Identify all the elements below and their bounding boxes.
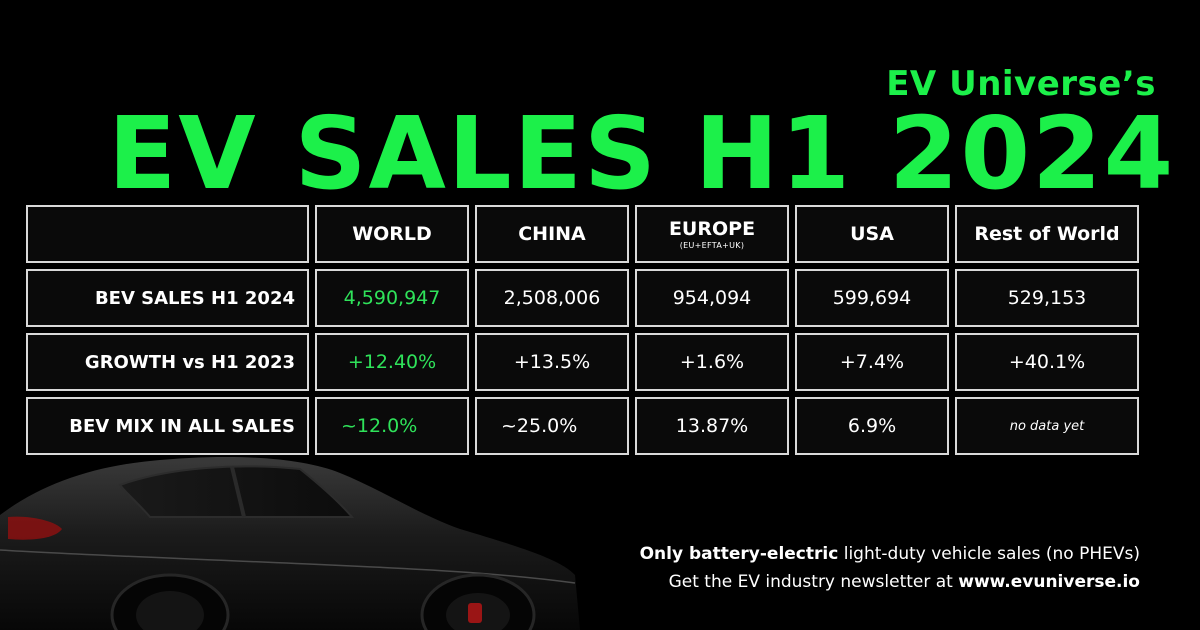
table-cell-usa-mix: 6.9% <box>795 397 949 455</box>
table-cell-world-sales: 4,590,947 <box>315 269 469 327</box>
table-cell-china-mix: ~25.0% <box>475 397 629 455</box>
footer-text: light-duty vehicle sales (no PHEVs) <box>838 544 1140 564</box>
table-cell-europe-mix: 13.87% <box>635 397 789 455</box>
table-cell-china-growth: +13.5% <box>475 333 629 391</box>
table-cell-row-sales: 529,153 <box>955 269 1139 327</box>
column-header-label: CHINA <box>518 223 586 245</box>
column-header-usa: USA <box>795 205 949 263</box>
row-label-growth: GROWTH vs H1 2023 <box>26 333 309 391</box>
row-label-bev-mix: BEV MIX IN ALL SALES <box>26 397 309 455</box>
footer-line-1: Only battery-electric light-duty vehicle… <box>640 540 1140 568</box>
column-header-rest-of-world: Rest of World <box>955 205 1139 263</box>
table-cell-row-mix: no data yet <box>955 397 1139 455</box>
car-image <box>0 457 580 630</box>
table-cell-world-growth: +12.40% <box>315 333 469 391</box>
table-cell-row-growth: +40.1% <box>955 333 1139 391</box>
column-header-label: USA <box>850 223 894 245</box>
table-cell-europe-sales: 954,094 <box>635 269 789 327</box>
main-title: EV SALES H1 2024 <box>108 95 1176 212</box>
footer-text: Get the EV industry newsletter at <box>668 572 959 592</box>
column-header-europe: EUROPE (EU+EFTA+UK) <box>635 205 789 263</box>
table-corner-cell <box>26 205 309 263</box>
footer-line-2: Get the EV industry newsletter at www.ev… <box>640 568 1140 596</box>
table-cell-europe-growth: +1.6% <box>635 333 789 391</box>
column-header-label: Rest of World <box>974 223 1120 245</box>
row-label-bev-sales: BEV SALES H1 2024 <box>26 269 309 327</box>
column-header-note: (EU+EFTA+UK) <box>679 241 745 250</box>
brand-subtitle: EV Universe’s <box>886 64 1156 104</box>
table-cell-usa-sales: 599,694 <box>795 269 949 327</box>
table-cell-usa-growth: +7.4% <box>795 333 949 391</box>
sales-table: WORLD CHINA EUROPE (EU+EFTA+UK) USA Rest… <box>26 205 1139 455</box>
footer-note: Only battery-electric light-duty vehicle… <box>640 540 1140 596</box>
column-header-china: CHINA <box>475 205 629 263</box>
column-header-label: WORLD <box>352 223 432 245</box>
table-cell-china-sales: 2,508,006 <box>475 269 629 327</box>
footer-emphasis: Only battery-electric <box>639 544 839 564</box>
column-header-label: EUROPE <box>668 218 756 240</box>
table-cell-world-mix: ~12.0% <box>315 397 469 455</box>
footer-website-link[interactable]: www.evuniverse.io <box>958 572 1140 592</box>
column-header-world: WORLD <box>315 205 469 263</box>
